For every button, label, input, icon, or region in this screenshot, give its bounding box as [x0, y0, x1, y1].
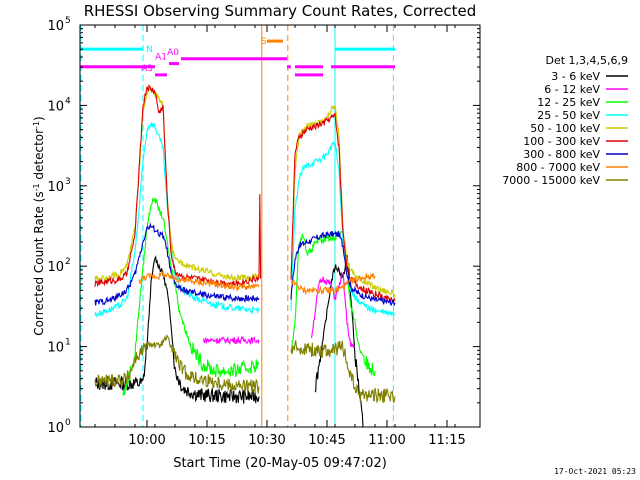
legend-entry-label: 300 - 800 keV	[523, 148, 600, 161]
x-tick-label: 10:45	[308, 433, 345, 448]
series-line	[94, 333, 260, 394]
legend-entry-label: 6 - 12 keV	[544, 83, 600, 96]
y-axis-label-part: -1	[32, 183, 41, 191]
series-lines	[94, 84, 396, 427]
x-tick-label: 11:00	[368, 433, 405, 448]
x-tick-label: 10:00	[128, 433, 165, 448]
y-axis-label-part: -1	[32, 121, 41, 129]
legend-entry-label: 3 - 6 keV	[551, 70, 600, 83]
series-100-300keV	[94, 84, 396, 304]
y-tick-label: 10	[47, 341, 64, 356]
x-axis-label: Start Time (20-May-05 09:47:02)	[173, 456, 387, 471]
series-line	[94, 222, 260, 306]
timestamp: 17-Oct-2021 05:23	[554, 467, 636, 476]
series-line	[94, 84, 262, 289]
series-line	[94, 85, 260, 284]
series-line	[290, 229, 376, 377]
legend-entry-label: 25 - 50 keV	[537, 109, 600, 122]
attenuator-label: A1	[155, 53, 167, 63]
series-line	[290, 141, 396, 317]
attenuator-label: A0	[167, 48, 179, 58]
series-line	[138, 270, 260, 292]
series-800-7000keV	[138, 270, 376, 296]
guide-lines	[80, 25, 394, 427]
y-tick-exponent: 0	[65, 418, 71, 428]
x-tick-label: 11:15	[428, 433, 465, 448]
saa-label: S	[261, 37, 267, 47]
y-axis-label-part: Corrected Count Rate (s	[32, 191, 46, 335]
legend-entry-label: 12 - 25 keV	[537, 96, 600, 109]
legend-entry-label: 800 - 7000 keV	[516, 161, 600, 174]
y-tick-label: 10	[47, 19, 64, 34]
series-line	[122, 196, 260, 396]
series-line	[290, 112, 396, 304]
night-label: N	[146, 45, 153, 55]
series-12-25keV	[122, 196, 376, 396]
series-line	[290, 272, 376, 296]
series-300-800keV	[94, 222, 396, 306]
y-tick-exponent: 3	[65, 177, 71, 187]
x-tick-label: 10:30	[248, 433, 285, 448]
legend-entry-label: 100 - 300 keV	[523, 135, 600, 148]
plot-frame	[79, 24, 481, 428]
y-tick-exponent: 4	[65, 96, 71, 106]
y-axis-label-part: )	[32, 116, 46, 121]
series-7000-15000keV	[94, 333, 396, 405]
attenuator-label: A3	[141, 64, 153, 74]
series-line	[290, 230, 396, 306]
series-line	[202, 335, 260, 346]
series-line	[314, 254, 364, 427]
y-tick-label: 10	[47, 180, 64, 195]
legend-entry-label: 7000 - 15000 keV	[502, 174, 600, 187]
y-tick-label: 10	[47, 99, 64, 114]
x-tick-label: 10:15	[188, 433, 225, 448]
y-tick-label: 10	[47, 421, 64, 436]
y-tick-exponent: 5	[65, 16, 71, 26]
y-axis-label-part: detector	[32, 129, 46, 184]
y-tick-exponent: 1	[65, 338, 71, 348]
series-line	[290, 340, 396, 405]
y-tick-label: 10	[47, 260, 64, 275]
chart-title: RHESSI Observing Summary Count Rates, Co…	[84, 2, 477, 20]
legend-entry-label: 50 - 100 keV	[530, 122, 600, 135]
legend-title: Det 1,3,4,5,6,9	[545, 54, 628, 67]
y-tick-exponent: 2	[65, 257, 71, 267]
y-axis-label: Corrected Count Rate (s-1 detector-1)	[32, 116, 47, 335]
